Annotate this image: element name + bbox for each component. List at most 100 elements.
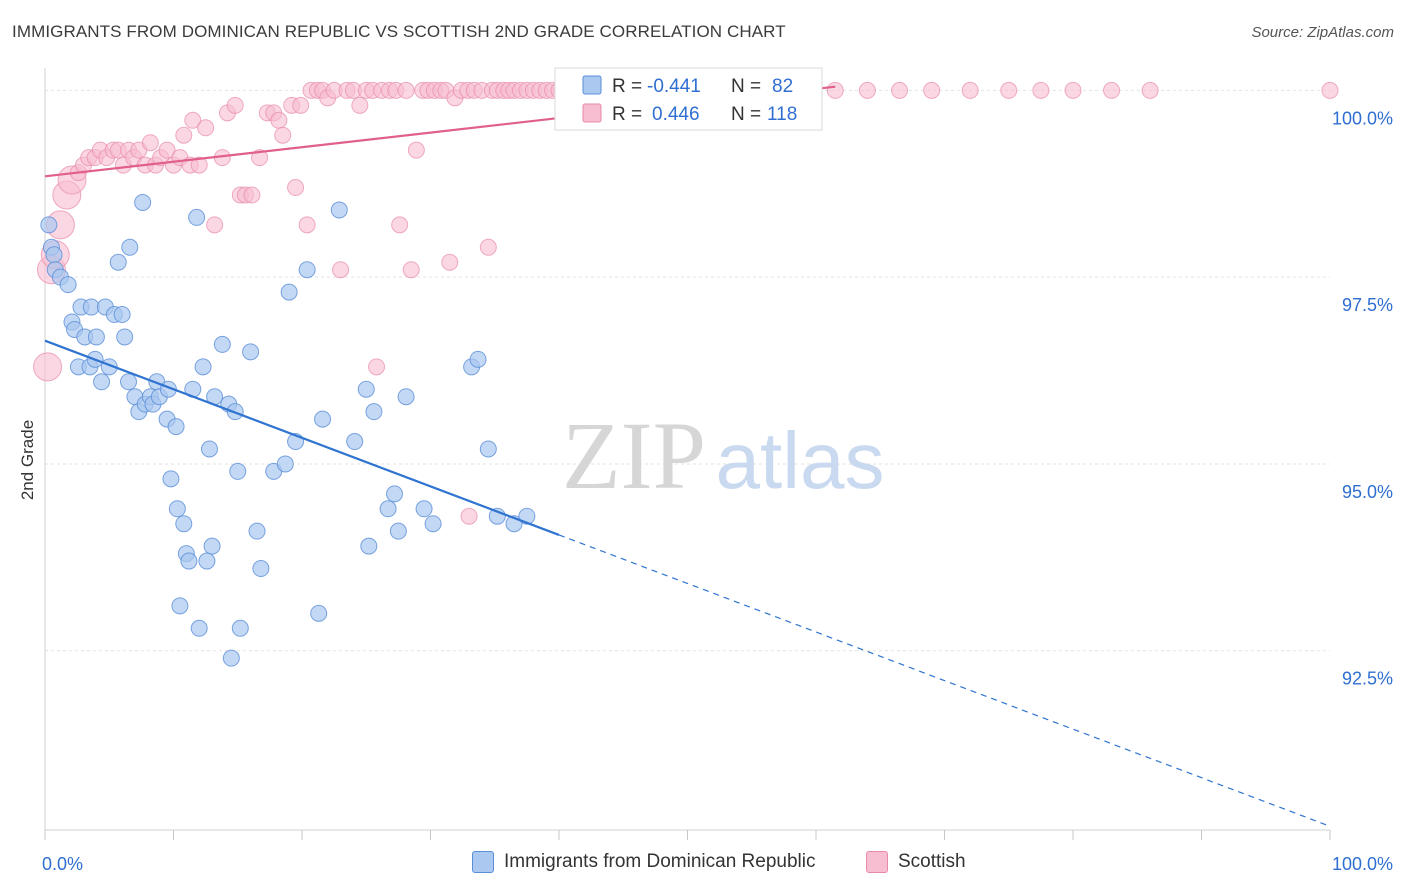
- scottish-point-109: [891, 81, 909, 99]
- legend-r-label-1: R =: [612, 76, 642, 97]
- scottish-point-62: [397, 81, 415, 99]
- dominican-point-12: [82, 298, 100, 316]
- dominican-point-53: [229, 462, 247, 480]
- dominican-point-44: [194, 358, 212, 376]
- scottish-point-30: [206, 216, 224, 234]
- dominican-point-42: [188, 208, 206, 226]
- scottish-point-36: [243, 186, 261, 204]
- y-tick-label-1: 95.0%: [1342, 482, 1393, 502]
- dominican-point-34: [162, 470, 180, 488]
- scottish-point-40: [270, 111, 288, 129]
- tick-labels: 92.5% 95.0% 97.5% 100.0% 0.0% 100.0%: [42, 108, 1393, 874]
- dominican-point-71: [386, 485, 404, 503]
- dominican-point-66: [346, 433, 364, 451]
- watermark-zip: ZIP: [562, 402, 706, 509]
- scottish-point-64: [407, 141, 425, 159]
- scottish-point-61: [391, 216, 409, 234]
- legend-swatch-scottish-bottom: [866, 851, 888, 873]
- scottish-point-28: [190, 156, 208, 174]
- scottish-point-51: [332, 261, 350, 279]
- scottish-point-115: [1103, 81, 1121, 99]
- dominican-point-64: [314, 410, 332, 428]
- dominican-point-77: [469, 350, 487, 368]
- dominican-point-63: [310, 604, 328, 622]
- dominican-point-70: [379, 500, 397, 518]
- dominican-point-49: [213, 335, 231, 353]
- scottish-point-74: [460, 507, 478, 525]
- dominican-point-54: [231, 619, 249, 637]
- dominican-point-0: [40, 216, 58, 234]
- dominican-point-78: [479, 440, 497, 458]
- dominican-point-35: [167, 418, 185, 436]
- dominican-point-22: [120, 373, 138, 391]
- y-tick-label-3: 100.0%: [1332, 108, 1393, 128]
- dominican-point-37: [171, 597, 189, 615]
- dominican-point-40: [180, 552, 198, 570]
- y-tick-label-2: 97.5%: [1342, 295, 1393, 315]
- dominican-point-47: [203, 537, 221, 555]
- legend-label-dominican: Immigrants from Dominican Republic: [504, 851, 816, 872]
- scottish-point-111: [961, 81, 979, 99]
- legend-swatch-scottish: [582, 103, 602, 123]
- legend-swatch-dominican: [582, 75, 602, 95]
- dominican-point-43: [190, 619, 208, 637]
- dominican-point-60: [280, 283, 298, 301]
- dominican-point-23: [121, 238, 139, 256]
- dominican-point-46: [200, 440, 218, 458]
- dominican-point-15: [93, 373, 111, 391]
- dominican-trend-dashed: [558, 534, 1331, 827]
- dominican-point-19: [109, 253, 127, 271]
- scottish-point-44: [292, 96, 310, 114]
- scottish-point-116: [1141, 81, 1159, 99]
- watermark: ZIP atlas: [562, 402, 884, 509]
- y-axis-label: 2nd Grade: [18, 420, 37, 500]
- dominican-point-51: [222, 649, 240, 667]
- dominican-point-20: [113, 306, 131, 324]
- dominican-point-72: [389, 522, 407, 540]
- dominican-point-5: [59, 276, 77, 294]
- chart-title: IMMIGRANTS FROM DOMINICAN REPUBLIC VS SC…: [12, 22, 786, 41]
- source-credit: Source: ZipAtlas.com: [1251, 24, 1394, 41]
- legend-item-scottish[interactable]: Scottish: [866, 851, 966, 873]
- legend-n-label-2: N =: [731, 104, 761, 125]
- dominican-point-68: [360, 537, 378, 555]
- scottish-point-107: [826, 81, 844, 99]
- legend-item-dominican[interactable]: Immigrants from Dominican Republic: [472, 851, 816, 873]
- dominican-point-2: [45, 246, 63, 264]
- dominican-point-65: [330, 201, 348, 219]
- legend-swatch-dominican-bottom: [472, 851, 494, 873]
- legend-n-label-1: N =: [731, 76, 761, 97]
- scottish-point-25: [175, 126, 193, 144]
- scottish-point-112: [1000, 81, 1018, 99]
- y-tick-label-0: 92.5%: [1342, 669, 1393, 689]
- scottish-point-77: [479, 238, 497, 256]
- dominican-point-26: [134, 193, 152, 211]
- dominican-point-74: [415, 500, 433, 518]
- dominican-point-62: [298, 261, 316, 279]
- dominican-point-59: [276, 455, 294, 473]
- scottish-point-63: [402, 261, 420, 279]
- legend-r-value-1: -0.441: [647, 76, 701, 97]
- dominican-point-45: [198, 552, 216, 570]
- dominican-point-75: [424, 515, 442, 533]
- x-tick-label-1: 100.0%: [1332, 854, 1393, 874]
- scottish-point-19: [141, 134, 159, 152]
- scottish-point-70: [441, 253, 459, 271]
- scottish-point-43: [287, 179, 305, 197]
- dominican-point-57: [252, 560, 270, 578]
- dominican-point-55: [242, 343, 260, 361]
- scottish-point-45: [298, 216, 316, 234]
- axes: [44, 68, 1331, 840]
- scottish-point-108: [858, 81, 876, 99]
- scottish-point-33: [226, 96, 244, 114]
- scottish-point-41: [274, 126, 292, 144]
- scottish-point-54: [351, 96, 369, 114]
- dominican-points: [40, 193, 536, 667]
- scottish-point-0: [33, 352, 63, 382]
- stats-legend: R = -0.441 N = 82 R = 0.446 N = 118: [554, 67, 823, 131]
- legend-n-value-2: 118: [767, 104, 797, 125]
- scottish-point-113: [1032, 81, 1050, 99]
- grid-lines: [45, 89, 1330, 652]
- dominican-trend-solid: [44, 339, 560, 536]
